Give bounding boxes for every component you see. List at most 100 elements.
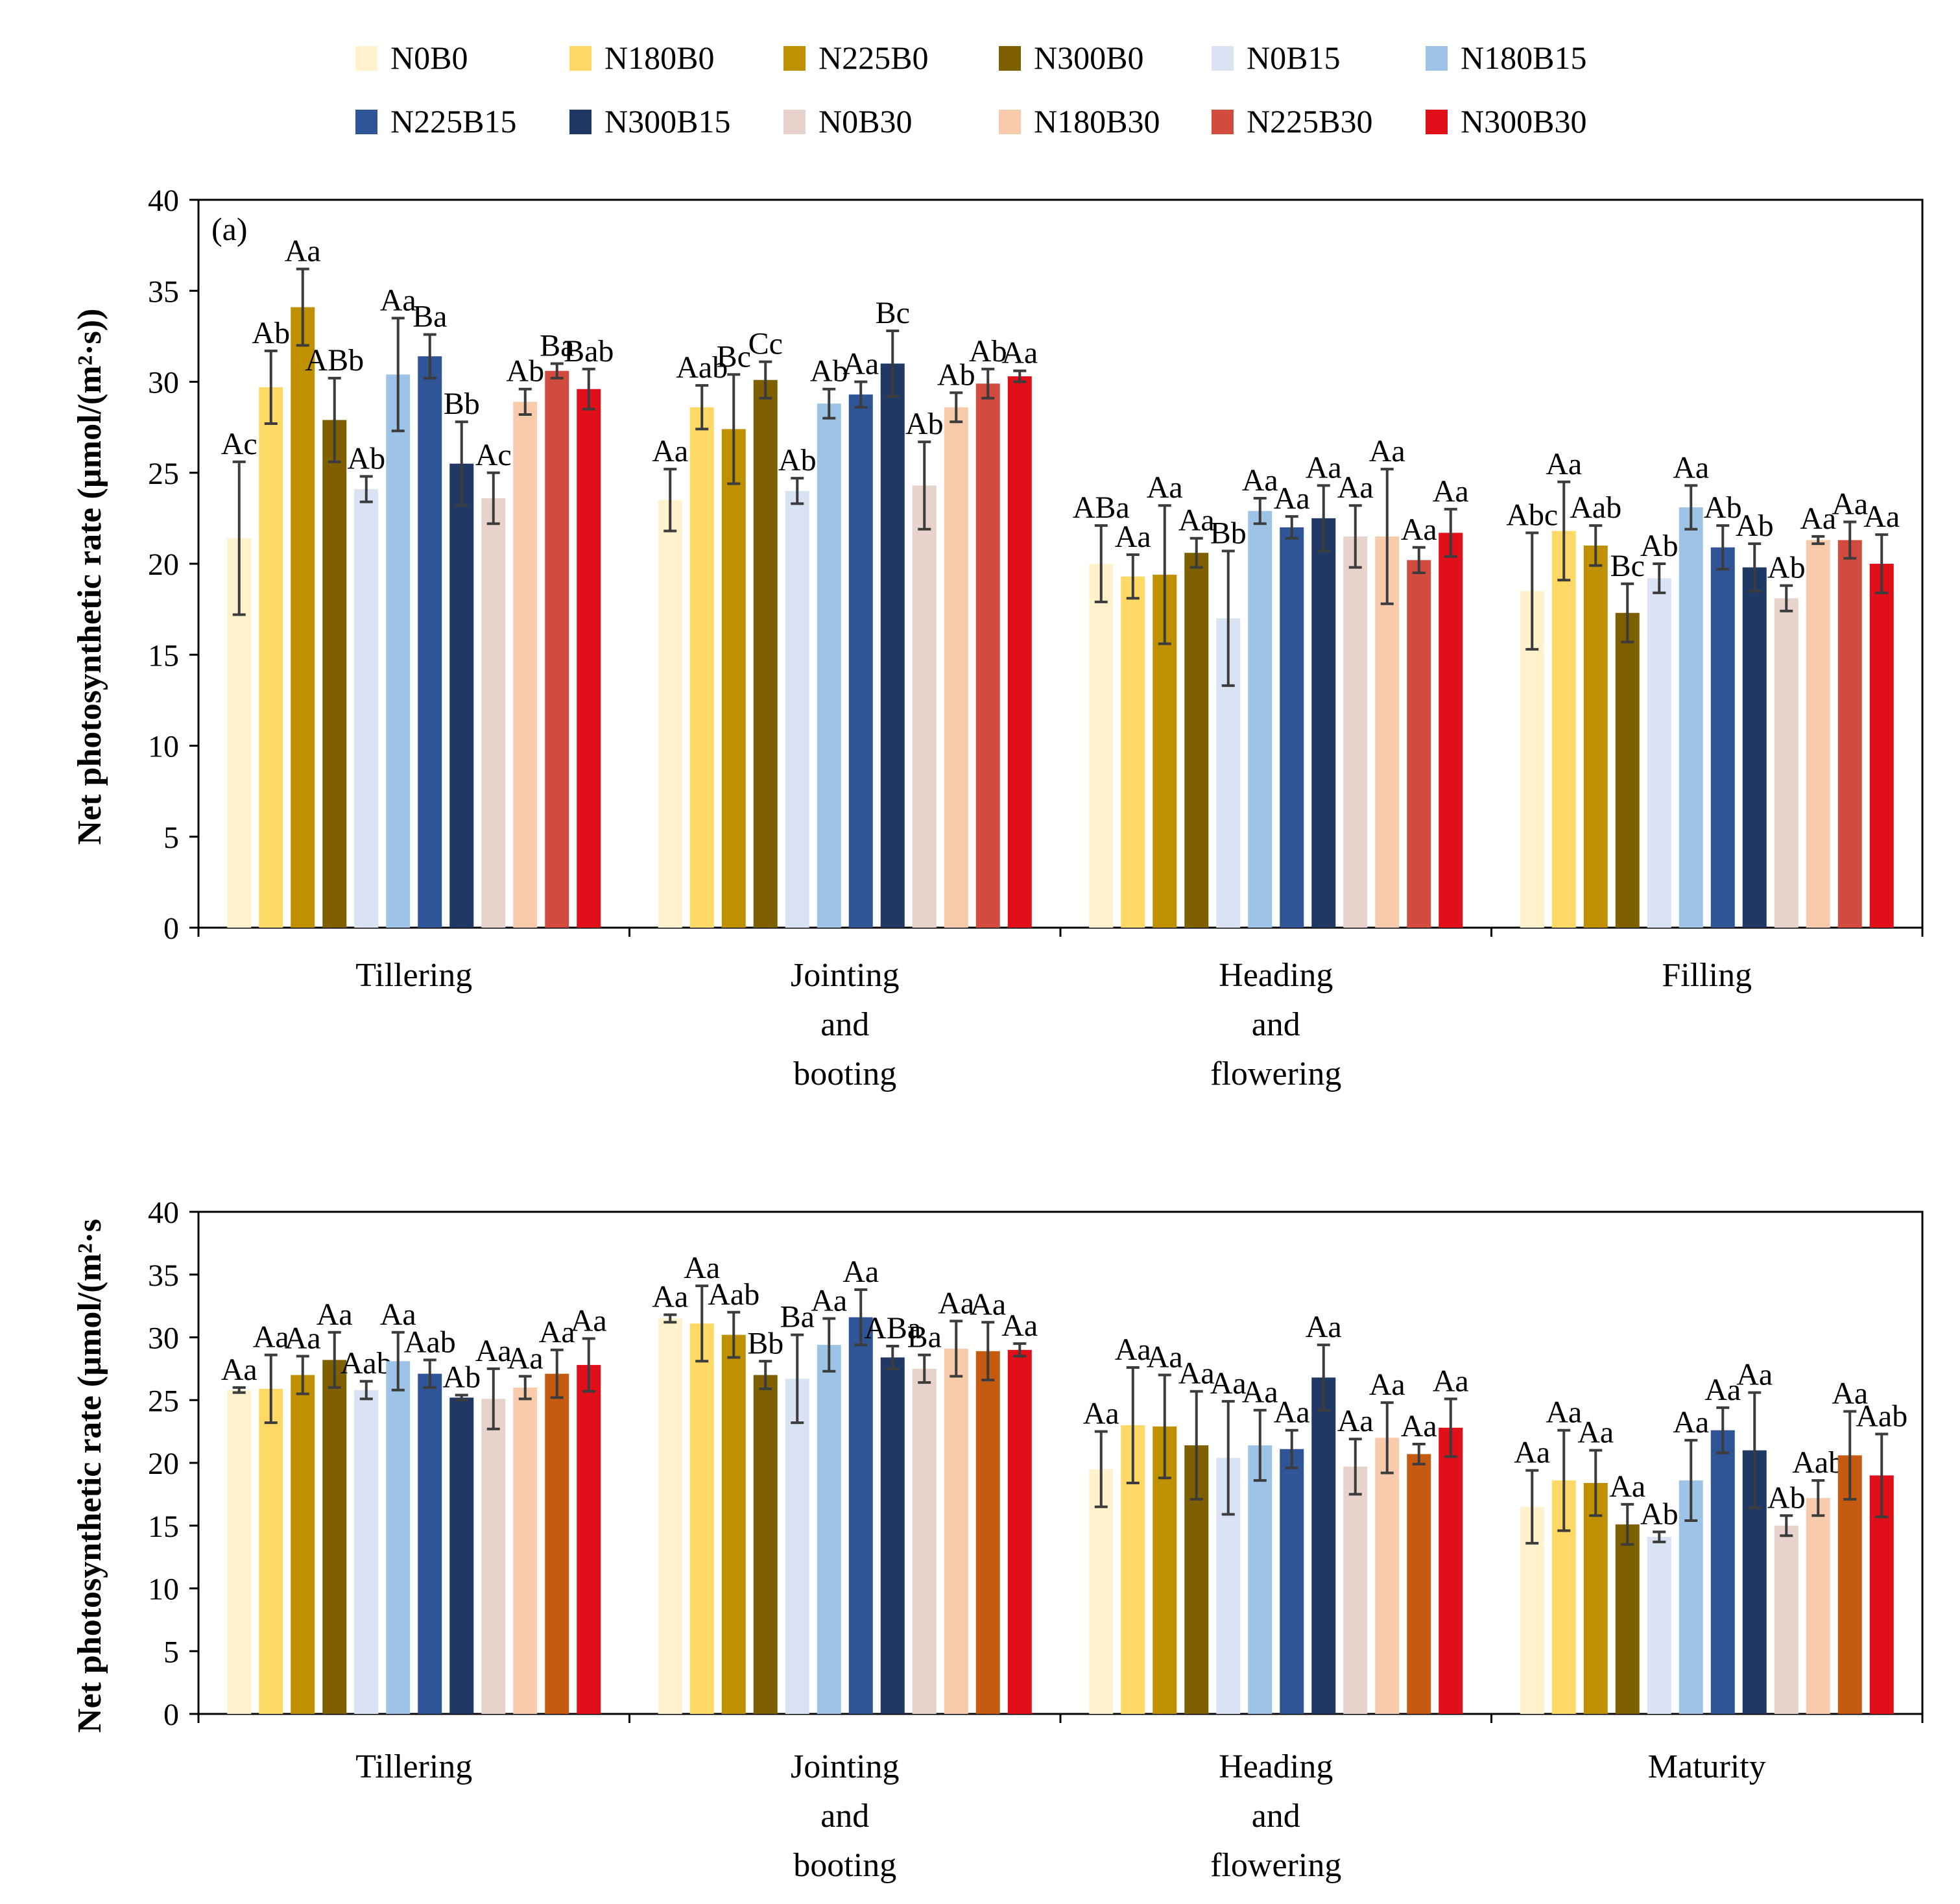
bar-N225B0 bbox=[1583, 1482, 1608, 1714]
x-category-label: and bbox=[820, 1006, 869, 1043]
y-tick-label: 10 bbox=[148, 1573, 179, 1607]
significance-label: Ba bbox=[907, 1320, 942, 1355]
y-tick-label: 20 bbox=[148, 548, 179, 582]
significance-label: Aa bbox=[1306, 450, 1342, 485]
panel-b-chart: 0 5 10 15 20 25 30 35 40 Net photosynthetic rate … bbox=[71, 1196, 1924, 1884]
significance-label: Aab bbox=[341, 1346, 392, 1380]
significance-label: Ba bbox=[412, 300, 447, 334]
bar-N0B30 bbox=[1343, 536, 1368, 928]
bar-N180B0 bbox=[259, 1388, 283, 1714]
y-tick-label: 40 bbox=[148, 184, 179, 218]
bar-N180B15 bbox=[1248, 511, 1273, 928]
bar-N300B30 bbox=[1869, 564, 1894, 928]
bar-N180B15 bbox=[1248, 1445, 1273, 1714]
significance-label: Bc bbox=[876, 296, 910, 330]
bar-N300B15 bbox=[1311, 1377, 1336, 1714]
significance-label: Aab bbox=[404, 1325, 456, 1359]
significance-label: ABb bbox=[305, 343, 364, 378]
significance-label: Aa bbox=[571, 1303, 607, 1338]
significance-label: Bc bbox=[717, 339, 751, 374]
significance-label: Aa bbox=[380, 283, 416, 317]
y-tick-label: 35 bbox=[148, 274, 179, 309]
legend-label-N300B30: N300B30 bbox=[1461, 103, 1586, 139]
significance-label: Aa bbox=[1337, 1404, 1374, 1438]
significance-label: Aab bbox=[676, 350, 728, 385]
bar-N225B15 bbox=[418, 1373, 442, 1714]
significance-label: Ba bbox=[780, 1300, 815, 1334]
significance-label: Aa bbox=[970, 1287, 1006, 1321]
significance-label: Ab bbox=[1640, 529, 1679, 563]
significance-label: Aa bbox=[1863, 500, 1900, 534]
bar-N0B30 bbox=[1774, 1525, 1799, 1714]
y-tick-label: 0 bbox=[163, 1698, 179, 1732]
legend-swatch-N225B0 bbox=[783, 46, 806, 71]
y-tick-label: 25 bbox=[148, 457, 179, 491]
bar-N300B30 bbox=[1007, 1349, 1032, 1714]
significance-label: Aa bbox=[1210, 1366, 1247, 1401]
significance-label: Aa bbox=[1546, 447, 1582, 481]
bar-N180B0 bbox=[1551, 531, 1576, 928]
significance-label: Aa bbox=[652, 434, 688, 468]
bar-N300B30 bbox=[577, 389, 601, 928]
bar-N300B15 bbox=[880, 363, 905, 928]
x-category-label: Tillering bbox=[355, 957, 472, 994]
bar-N300B30 bbox=[1439, 533, 1463, 928]
legend-swatch-N0B0 bbox=[355, 46, 377, 71]
bar-N300B0 bbox=[1184, 553, 1209, 928]
bar-N180B15 bbox=[817, 1345, 841, 1714]
bar-N180B30 bbox=[944, 1348, 968, 1714]
bar-N300B0 bbox=[753, 380, 778, 928]
bar-N225B0 bbox=[291, 1375, 315, 1714]
significance-label: Aa bbox=[938, 1286, 974, 1320]
bar-N180B30 bbox=[513, 402, 538, 928]
significance-label: Abc bbox=[1506, 498, 1558, 532]
bar-N225B15 bbox=[1280, 527, 1304, 928]
bar-N180B30 bbox=[1375, 1438, 1400, 1714]
y-tick-label: 5 bbox=[163, 821, 179, 855]
y-tick-label: 40 bbox=[148, 1196, 179, 1230]
significance-label: Aa bbox=[1178, 1356, 1215, 1391]
legend-label-N180B30: N180B30 bbox=[1034, 103, 1160, 139]
bar-N225B30 bbox=[1407, 1454, 1431, 1714]
significance-label: Bb bbox=[747, 1326, 783, 1360]
significance-label: Aa bbox=[811, 1283, 847, 1318]
significance-label: Ab bbox=[252, 316, 290, 350]
significance-label: Aa bbox=[843, 1255, 879, 1289]
bar-N225B0 bbox=[721, 1334, 746, 1714]
legend-swatch-N180B15 bbox=[1426, 46, 1448, 71]
bar-N225B15 bbox=[1280, 1449, 1304, 1714]
bar-N0B0 bbox=[227, 1390, 252, 1714]
significance-label: Aa bbox=[1274, 1395, 1310, 1430]
significance-label: Bb bbox=[444, 387, 480, 421]
significance-label: Aa bbox=[221, 1353, 257, 1387]
significance-label: Aa bbox=[539, 1315, 575, 1349]
significance-label: Aa bbox=[1514, 1436, 1550, 1470]
y-tick-label: 20 bbox=[148, 1447, 179, 1481]
bar-N300B0 bbox=[753, 1375, 778, 1714]
bar-N300B30 bbox=[577, 1365, 601, 1714]
significance-label: Ab bbox=[506, 354, 544, 389]
significance-label: Aa bbox=[1800, 501, 1836, 536]
significance-label: Ab bbox=[1767, 551, 1806, 585]
significance-label: Ab bbox=[1736, 509, 1774, 543]
significance-label: Ab bbox=[905, 407, 944, 441]
bar-N0B15 bbox=[785, 1379, 809, 1714]
bar-N300B15 bbox=[880, 1357, 905, 1714]
significance-label: Aa bbox=[1337, 470, 1374, 505]
significance-label: Aa bbox=[1115, 520, 1151, 554]
significance-label: Aa bbox=[1178, 503, 1215, 538]
significance-label: Aa bbox=[1242, 463, 1278, 498]
legend: N0B0 N180B0 N225B0 N300B0 N0B15 N180B15 N225B1… bbox=[355, 40, 1586, 139]
bar-N300B15 bbox=[449, 463, 474, 928]
bar-N180B30 bbox=[944, 407, 968, 928]
y-tick-label: 5 bbox=[163, 1635, 179, 1669]
bar-N225B30 bbox=[1837, 540, 1862, 928]
significance-label: Aa bbox=[684, 1251, 720, 1285]
significance-label: Ba bbox=[540, 328, 574, 363]
significance-label: Ab bbox=[347, 441, 385, 476]
bar-N225B15 bbox=[1710, 547, 1735, 928]
legend-swatch-N180B30 bbox=[999, 110, 1021, 134]
legend-swatch-N0B30 bbox=[783, 110, 806, 134]
x-category-label: flowering bbox=[1210, 1055, 1341, 1092]
bar-N225B15 bbox=[418, 356, 442, 928]
